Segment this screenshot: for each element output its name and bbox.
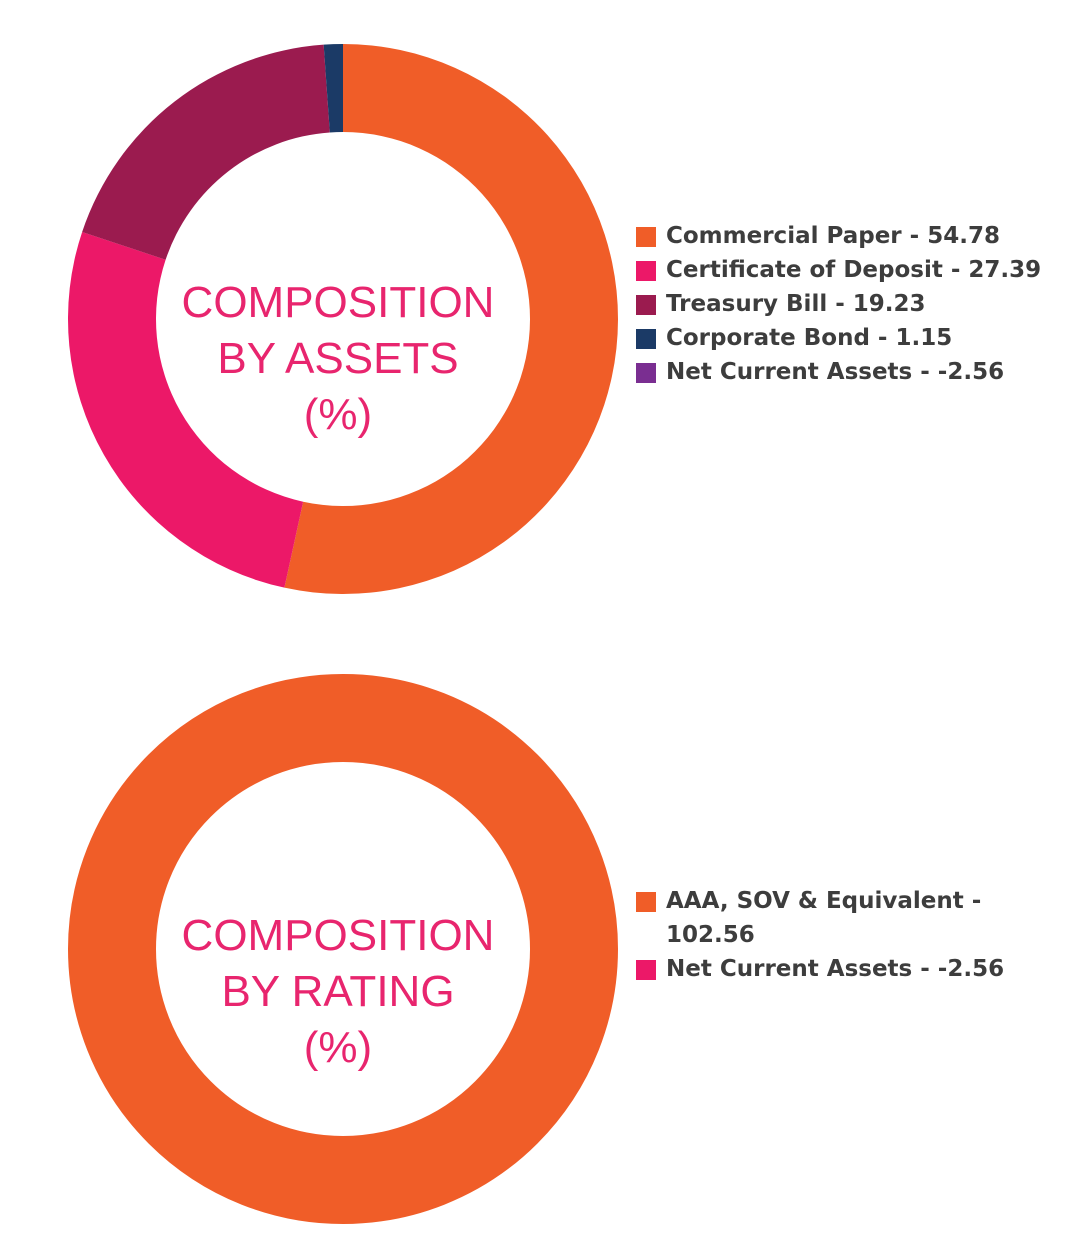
- rating-donut-slices: [68, 674, 618, 1224]
- legend-swatch: [636, 295, 656, 315]
- assets-title-line-2: BY ASSETS: [217, 334, 458, 383]
- legend-label: Net Current Assets - -2.56: [666, 956, 1005, 982]
- legend-item-certificate-of-deposit: Certificate of Deposit - 27.39: [636, 253, 1041, 287]
- assets-donut: COMPOSITION BY ASSETS (%): [68, 44, 618, 594]
- legend-label: Net Current Assets - -2.56: [666, 359, 1005, 385]
- composition-by-rating-chart: COMPOSITION BY RATING (%) AAA, SOV & Equ…: [0, 630, 1071, 1250]
- donut-slice-aaa-sov-equivalent: [68, 674, 618, 1224]
- legend-item-net-current-assets: Net Current Assets - -2.56: [636, 355, 1041, 389]
- legend-swatch: [636, 329, 656, 349]
- rating-donut: COMPOSITION BY RATING (%): [68, 674, 618, 1224]
- legend-item-commercial-paper: Commercial Paper - 54.78: [636, 219, 1041, 253]
- legend-swatch: [636, 363, 656, 383]
- assets-donut-slices: [68, 44, 618, 594]
- legend-item-corporate-bond: Corporate Bond - 1.15: [636, 321, 1041, 355]
- legend-item-net-current-assets: Net Current Assets - -2.56: [636, 952, 1026, 986]
- rating-title-line-3: (%): [304, 1023, 372, 1072]
- donut-slice-corporate-bond: [323, 44, 343, 133]
- rating-title-line-1: COMPOSITION: [182, 911, 495, 960]
- assets-title-line-1: COMPOSITION: [182, 278, 495, 327]
- donut-slice-treasury-bill: [82, 44, 330, 260]
- legend-label: Treasury Bill - 19.23: [666, 291, 926, 317]
- legend-label: Certificate of Deposit - 27.39: [666, 257, 1042, 283]
- legend-swatch: [636, 960, 656, 980]
- composition-by-assets-chart: COMPOSITION BY ASSETS (%) Commercial Pap…: [0, 0, 1071, 620]
- legend-swatch: [636, 227, 656, 247]
- assets-title-line-3: (%): [304, 390, 372, 439]
- rating-legend: AAA, SOV & Equivalent - 102.56 Net Curre…: [636, 884, 1026, 986]
- legend-item-aaa-sov-equivalent: AAA, SOV & Equivalent - 102.56: [636, 884, 1026, 952]
- legend-label: AAA, SOV & Equivalent - 102.56: [666, 888, 982, 948]
- legend-swatch: [636, 261, 656, 281]
- rating-title-line-2: BY RATING: [221, 967, 454, 1016]
- legend-label: Commercial Paper - 54.78: [666, 223, 1000, 249]
- legend-label: Corporate Bond - 1.15: [666, 325, 953, 351]
- legend-item-treasury-bill: Treasury Bill - 19.23: [636, 287, 1041, 321]
- donut-slice-certificate-of-deposit: [68, 231, 304, 588]
- assets-legend: Commercial Paper - 54.78 Certificate of …: [636, 219, 1041, 389]
- legend-swatch: [636, 892, 656, 912]
- donut-slice-commercial-paper: [284, 44, 618, 594]
